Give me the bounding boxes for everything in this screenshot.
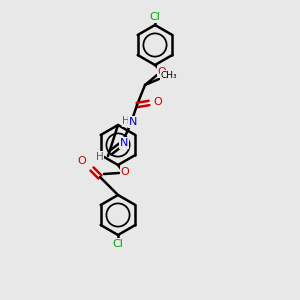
Text: H: H xyxy=(96,152,104,162)
Text: O: O xyxy=(78,156,86,166)
Text: Cl: Cl xyxy=(150,12,160,22)
Text: O: O xyxy=(158,67,166,77)
Text: CH₃: CH₃ xyxy=(161,70,177,80)
Text: O: O xyxy=(154,97,162,107)
Text: N: N xyxy=(120,138,128,148)
Text: N: N xyxy=(129,117,137,127)
Text: O: O xyxy=(121,167,129,177)
Text: H: H xyxy=(122,116,130,126)
Text: Cl: Cl xyxy=(112,239,123,249)
